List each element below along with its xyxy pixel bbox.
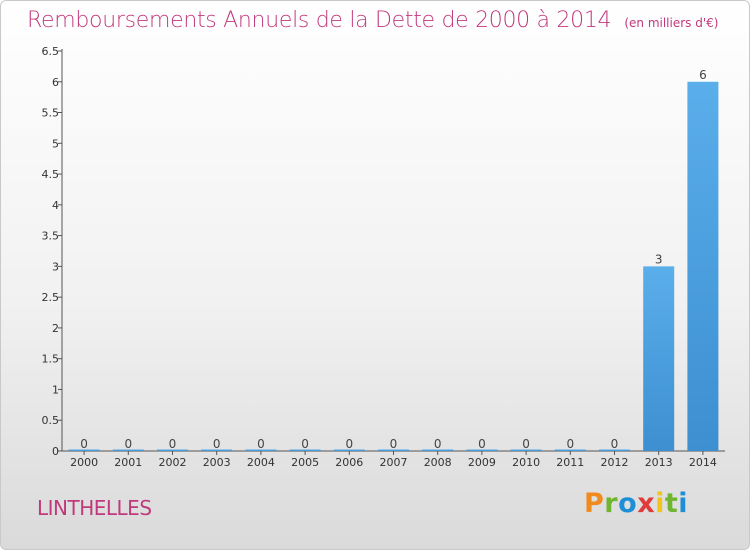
bar-2004 [245,449,277,451]
bar-2013 [643,266,675,451]
x-tick-label-2000: 2000 [70,456,98,469]
bar-2005 [289,449,321,451]
x-tick-label-2013: 2013 [645,456,673,469]
chart-title-row: Remboursements Annuels de la Dette de 20… [27,8,718,33]
bar-2010 [510,449,542,451]
value-label-2002: 0 [169,437,177,451]
x-tick-label-2005: 2005 [291,456,319,469]
bar-2009 [466,449,498,451]
x-tick-label-2008: 2008 [424,456,452,469]
x-tick-label-2014: 2014 [689,456,717,469]
value-label-2012: 0 [611,437,619,451]
bar-2006 [333,449,365,451]
value-label-2011: 0 [566,437,574,451]
x-tick-label-2006: 2006 [335,456,363,469]
y-tick-label: 1.5 [42,353,60,366]
logo-letter: o [618,488,638,519]
commune-name: LINTHELLES [37,496,152,520]
logo-letter: i [678,488,689,519]
y-tick-label: 0.5 [42,414,60,427]
x-tick-label-2009: 2009 [468,456,496,469]
value-label-2007: 0 [390,437,398,451]
value-label-2004: 0 [257,437,265,451]
bar-2007 [378,449,409,451]
logo-letter: P [584,488,605,519]
y-tick-label: 4.5 [42,168,60,181]
bar-2012 [599,449,630,451]
value-label-2009: 0 [478,437,486,451]
value-label-2013: 3 [655,252,663,266]
chart-subtitle: (en milliers d'€) [624,16,719,30]
y-tick-label: 4 [52,199,59,212]
value-label-2001: 0 [124,437,132,451]
x-tick-label-2007: 2007 [380,456,408,469]
value-label-2010: 0 [522,437,530,451]
bar-2000 [68,449,100,451]
y-tick-label: 6.5 [42,45,60,58]
x-tick-label-2004: 2004 [247,456,275,469]
y-tick-label: 3 [52,260,59,273]
y-tick-label: 2 [52,322,59,335]
y-tick-label: 0 [52,445,59,458]
x-tick-label-2012: 2012 [601,456,629,469]
y-tick-label: 1 [52,383,59,396]
chart-title: Remboursements Annuels de la Dette de 20… [27,8,612,33]
bar-2002 [157,449,188,451]
x-tick-label-2011: 2011 [556,456,584,469]
logo-letter: r [604,488,619,519]
bar-2003 [201,449,233,451]
bar-2001 [112,449,144,451]
bar-2014 [687,81,719,452]
x-tick-label-2003: 2003 [203,456,231,469]
logo-letter: i [655,488,665,519]
y-tick-label: 5 [52,137,59,150]
value-label-2005: 0 [301,437,309,451]
value-label-2006: 0 [345,437,353,451]
y-tick-label: 5.5 [42,107,60,120]
x-tick-label-2002: 2002 [159,456,187,469]
logo-letter: x [637,488,656,519]
value-label-2014: 6 [699,68,707,82]
bar-2008 [422,449,454,451]
y-tick-label: 6 [52,76,59,89]
x-tick-label-2001: 2001 [114,456,142,469]
y-tick-label: 2.5 [42,291,60,304]
value-label-2008: 0 [434,437,442,451]
y-tick-label: 3.5 [42,230,60,243]
value-label-2003: 0 [213,437,221,451]
x-tick-label-2010: 2010 [512,456,540,469]
bar-2011 [554,449,586,451]
value-label-2000: 0 [80,437,88,451]
proxiti-logo[interactable]: Proxiti [584,488,688,519]
logo-letter: t [664,488,679,519]
